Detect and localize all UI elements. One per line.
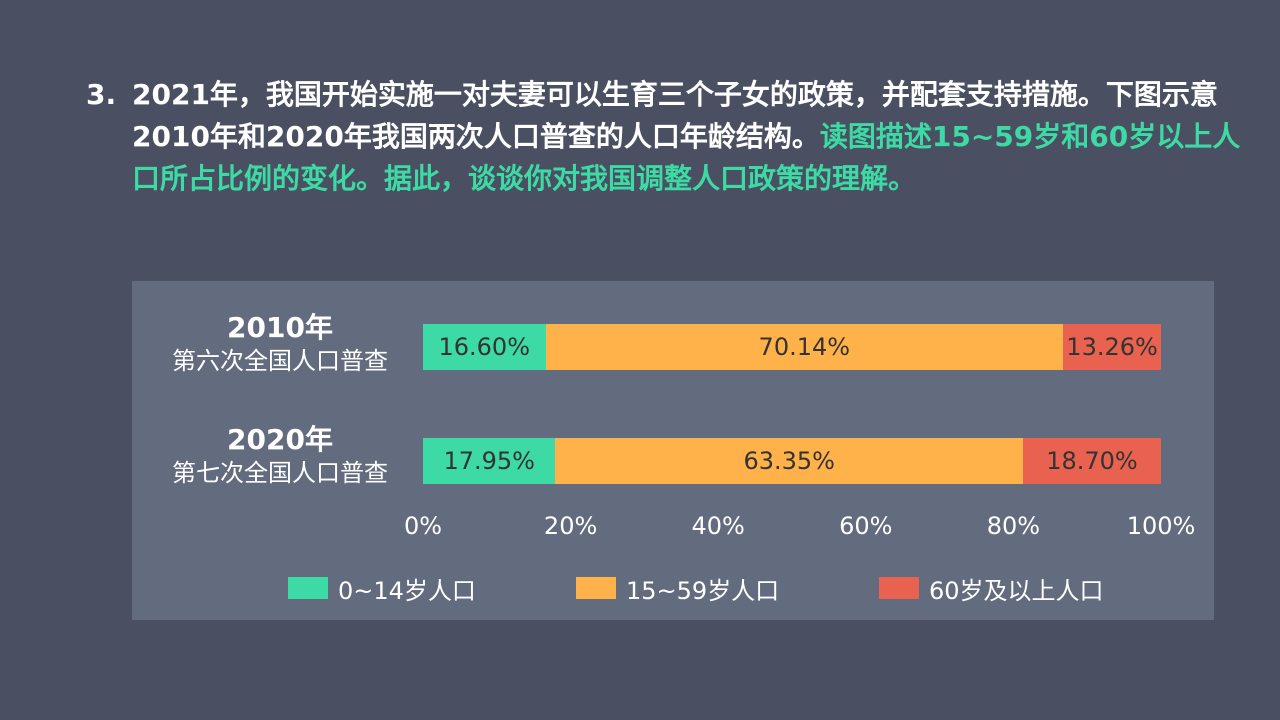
question-number: 3.	[86, 74, 132, 116]
legend-item-age-15-59: 15~59岁人口	[576, 573, 779, 603]
bar-segment-2010-age-0-14: 16.60%	[423, 324, 546, 370]
legend-swatch-age-15-59	[576, 577, 616, 599]
question-body: 2021年，我国开始实施一对夫妻可以生育三个子女的政策，并配套支持措施。下图示意…	[132, 74, 1246, 200]
x-tick-label: 40%	[692, 512, 745, 540]
x-tick-label: 0%	[404, 512, 442, 540]
bar-2010: 16.60% 70.14% 13.26%	[423, 324, 1161, 370]
row-census-2020: 第七次全国人口普查	[130, 457, 430, 489]
bar-segment-2010-age-60-plus: 13.26%	[1063, 324, 1161, 370]
row-label-2010: 2010年 第六次全国人口普查	[130, 311, 430, 377]
x-tick-label: 80%	[987, 512, 1040, 540]
row-label-2020: 2020年 第七次全国人口普查	[130, 423, 430, 489]
legend-item-age-0-14: 0~14岁人口	[288, 573, 476, 603]
legend-label-age-0-14: 0~14岁人口	[338, 571, 476, 606]
bar-segment-2020-age-15-59: 63.35%	[555, 438, 1023, 484]
legend-label-age-60-plus: 60岁及以上人口	[929, 571, 1104, 606]
row-census-2010: 第六次全国人口普查	[130, 345, 430, 377]
x-tick-label: 60%	[839, 512, 892, 540]
bar-segment-2010-age-15-59: 70.14%	[546, 324, 1064, 370]
question-text: 3. 2021年，我国开始实施一对夫妻可以生育三个子女的政策，并配套支持措施。下…	[86, 74, 1246, 200]
bar-segment-2020-age-60-plus: 18.70%	[1023, 438, 1161, 484]
row-year-2020: 2020年	[130, 423, 430, 457]
legend-label-age-15-59: 15~59岁人口	[626, 571, 779, 606]
legend-item-age-60-plus: 60岁及以上人口	[879, 573, 1104, 603]
x-tick-label: 20%	[544, 512, 597, 540]
row-year-2010: 2010年	[130, 311, 430, 345]
bar-segment-2020-age-0-14: 17.95%	[423, 438, 555, 484]
x-tick-label: 100%	[1127, 512, 1196, 540]
bar-2020: 17.95% 63.35% 18.70%	[423, 438, 1161, 484]
legend-swatch-age-60-plus	[879, 577, 919, 599]
legend-swatch-age-0-14	[288, 577, 328, 599]
